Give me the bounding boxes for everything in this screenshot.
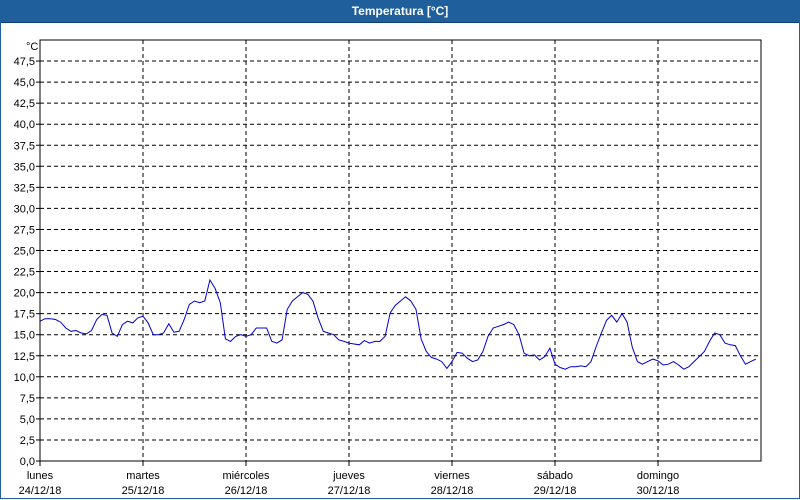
x-tick-date-label: 27/12/18 (328, 485, 371, 497)
x-tick-day-label: miércoles (222, 470, 270, 482)
x-tick-date-label: 24/12/18 (19, 485, 62, 497)
y-tick-label: 27,5 (14, 224, 35, 236)
y-tick-label: 35,0 (14, 161, 35, 173)
grid (40, 40, 761, 461)
y-tick-label: 17,5 (14, 309, 35, 321)
x-tick-date-label: 29/12/18 (534, 485, 577, 497)
x-tick-day-label: lunes (27, 470, 54, 482)
x-tick-day-label: domingo (637, 470, 679, 482)
x-tick-date-label: 28/12/18 (431, 485, 474, 497)
y-tick-label: 22,5 (14, 267, 35, 279)
y-tick-label: 5,0 (20, 414, 35, 426)
y-tick-label: 15,0 (14, 330, 35, 342)
x-tick-date-label: 26/12/18 (225, 485, 268, 497)
y-tick-label: 25,0 (14, 246, 35, 258)
x-tick-day-label: jueves (332, 470, 365, 482)
x-tick-date-label: 25/12/18 (122, 485, 165, 497)
y-tick-label: 10,0 (14, 372, 35, 384)
chart-title: Temperatura [°C] (0, 0, 800, 23)
y-tick-label: 20,0 (14, 288, 35, 300)
x-tick-day-label: sábado (537, 470, 573, 482)
plot-area-border (39, 39, 762, 462)
x-axis-ticks: lunes 24/12/18 martes 25/12/18 miércoles 26/1… (19, 461, 680, 497)
y-tick-label: 30,0 (14, 203, 35, 215)
y-tick-label: 7,5 (20, 393, 35, 405)
y-tick-label: 12,5 (14, 351, 35, 363)
y-tick-label: 45,0 (14, 77, 35, 89)
x-tick-day-label: viernes (434, 470, 470, 482)
y-tick-label: 0,0 (20, 456, 35, 468)
y-axis-unit-label: °C (26, 41, 38, 53)
y-tick-label: 42,5 (14, 98, 35, 110)
y-tick-label: 2,5 (20, 435, 35, 447)
y-tick-label: 47,5 (14, 56, 35, 68)
y-tick-label: 40,0 (14, 119, 35, 131)
x-tick-date-label: 30/12/18 (637, 485, 680, 497)
series-line-temperatura (39, 278, 757, 370)
y-tick-label: 37,5 (14, 140, 35, 152)
series-group (39, 278, 757, 370)
y-tick-label: 32,5 (14, 182, 35, 194)
y-axis-ticks: 0,0 2,5 5,0 7,5 10,0 12,5 15,0 17,5 20,0 22,5 25,0… (14, 56, 40, 468)
x-tick-day-label: martes (126, 470, 160, 482)
